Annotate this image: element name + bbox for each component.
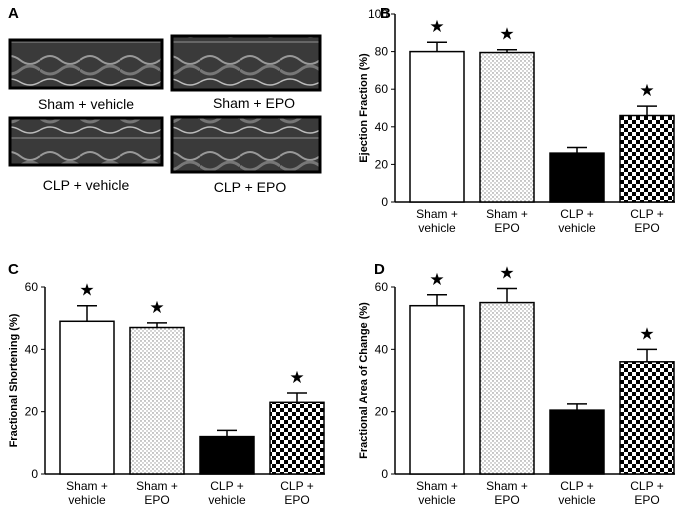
x-tick-label: CLP + EPO — [630, 479, 663, 507]
y-tick-label: 40 — [375, 120, 389, 134]
x-tick-label: Sham + EPO — [136, 479, 178, 507]
x-tick-label: Sham + EPO — [486, 207, 528, 235]
echo-image — [8, 116, 164, 167]
bar — [479, 301, 535, 475]
y-tick-label: 0 — [381, 195, 388, 209]
significance-marker: ★ — [499, 264, 514, 283]
panel-label: D — [374, 261, 385, 278]
bar — [549, 409, 605, 475]
panel-label: B — [380, 5, 391, 22]
echo-caption: CLP + vehicle — [43, 177, 130, 193]
y-tick-label: 0 — [381, 467, 388, 481]
panel-label: A — [8, 5, 19, 22]
significance-marker: ★ — [79, 281, 94, 300]
echo-caption: Sham + EPO — [213, 95, 295, 111]
significance-marker: ★ — [639, 324, 654, 343]
x-tick-label: Sham + vehicle — [416, 479, 458, 507]
x-tick-label: Sham + vehicle — [66, 479, 108, 507]
x-tick-label: CLP + EPO — [630, 207, 663, 235]
x-tick-label: CLP + vehicle — [558, 479, 596, 507]
y-axis-label: Fractional Area of Change (%) — [358, 302, 370, 459]
significance-marker: ★ — [499, 25, 514, 44]
significance-marker: ★ — [429, 17, 444, 36]
x-tick-label: CLP + EPO — [280, 479, 313, 507]
bar — [409, 50, 465, 203]
significance-marker: ★ — [289, 368, 304, 387]
significance-marker: ★ — [639, 81, 654, 100]
bar — [619, 114, 675, 203]
y-axis-label: Ejection Fraction (%) — [358, 53, 370, 163]
echo-image — [8, 38, 164, 90]
y-tick-label: 40 — [375, 342, 389, 356]
bar — [199, 435, 255, 475]
y-tick-label: 60 — [375, 82, 389, 96]
y-tick-label: 0 — [31, 467, 38, 481]
y-tick-label: 60 — [375, 280, 389, 294]
echo-image — [170, 115, 322, 174]
bar — [549, 152, 605, 203]
bar — [59, 320, 115, 475]
x-tick-label: CLP + vehicle — [208, 479, 246, 507]
x-tick-label: CLP + vehicle — [558, 207, 596, 235]
y-tick-label: 80 — [375, 45, 389, 59]
bar — [409, 304, 465, 475]
echo-caption: CLP + EPO — [214, 179, 287, 195]
y-tick-label: 20 — [375, 405, 389, 419]
panel-label: C — [8, 261, 19, 278]
y-tick-label: 60 — [25, 280, 39, 294]
x-tick-label: Sham + vehicle — [416, 207, 458, 235]
y-tick-label: 100 — [368, 7, 388, 21]
y-tick-label: 20 — [375, 157, 389, 171]
y-tick-label: 40 — [25, 342, 39, 356]
echo-image — [170, 34, 322, 92]
y-tick-label: 20 — [25, 405, 39, 419]
y-axis-label: Fractional Shortening (%) — [8, 313, 20, 447]
bar — [619, 361, 675, 475]
bar — [129, 326, 185, 475]
bar — [479, 51, 535, 203]
bar — [269, 401, 325, 475]
x-tick-label: Sham + EPO — [486, 479, 528, 507]
significance-marker: ★ — [429, 270, 444, 289]
echo-caption: Sham + vehicle — [38, 96, 134, 112]
significance-marker: ★ — [149, 298, 164, 317]
